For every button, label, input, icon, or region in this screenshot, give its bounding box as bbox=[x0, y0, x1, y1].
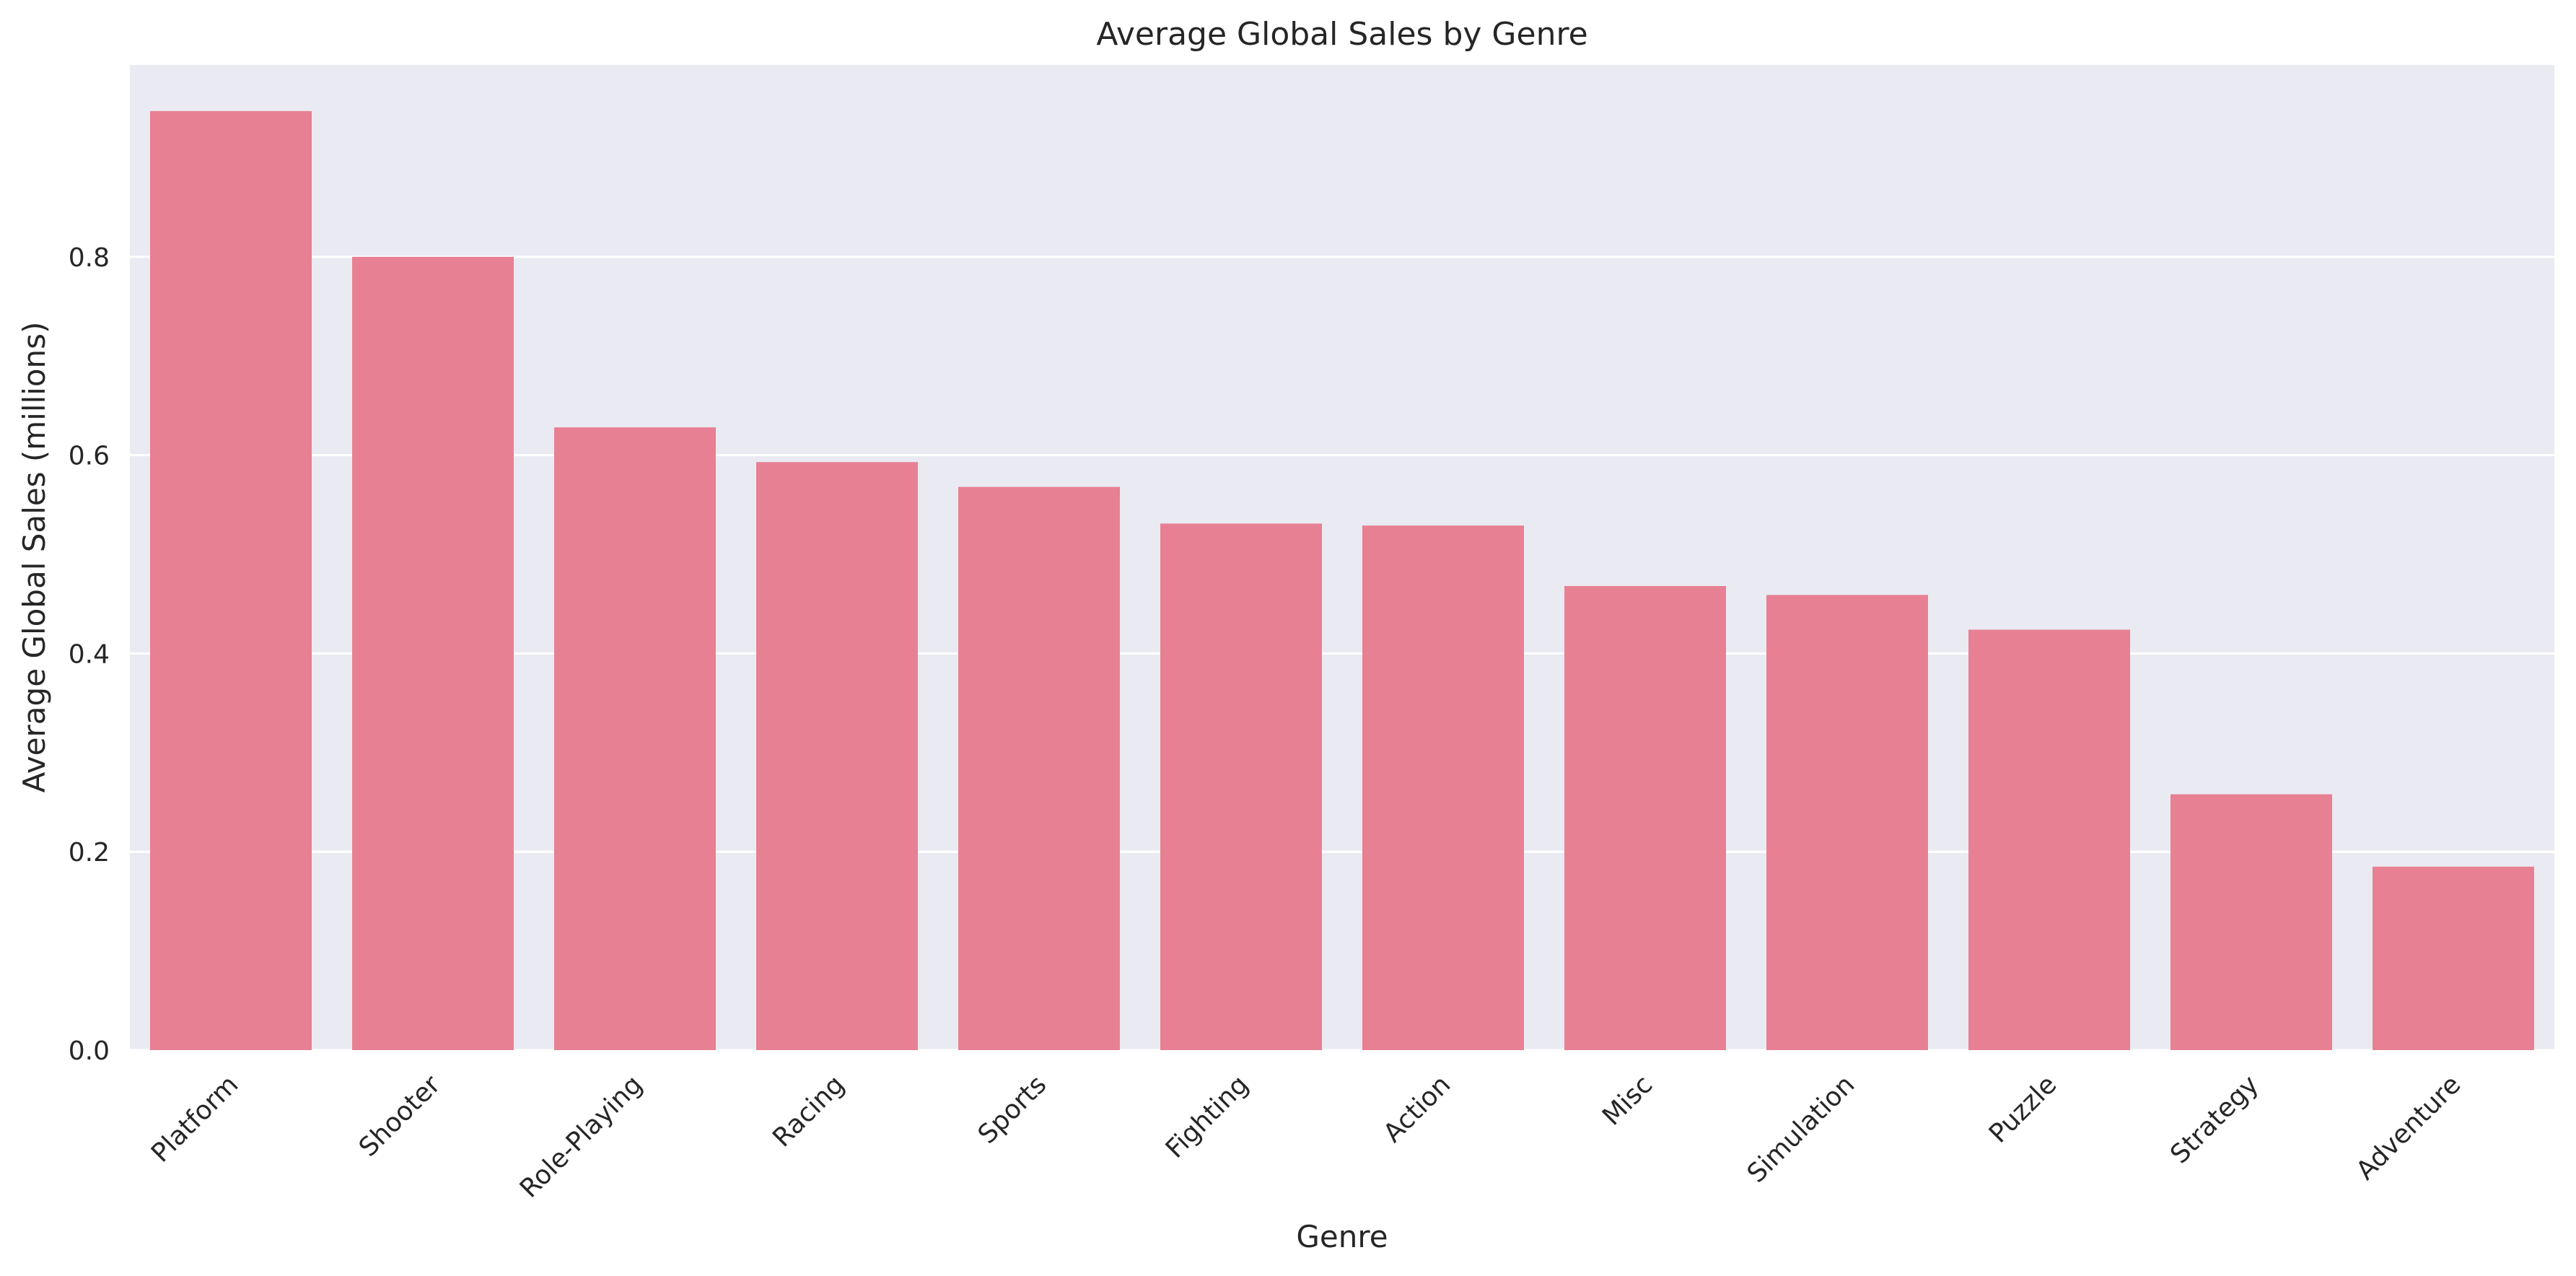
bars bbox=[150, 110, 2534, 1050]
x-tick-label: Adventure bbox=[2351, 1070, 2467, 1186]
bar-simulation bbox=[1766, 595, 1928, 1050]
x-tick-label: Strategy bbox=[2165, 1070, 2264, 1169]
x-axis-ticks: Platform Shooter Role-Playing Racing Sports F… bbox=[146, 1070, 2466, 1204]
bar-puzzle bbox=[1968, 629, 2130, 1050]
x-tick-label: Simulation bbox=[1742, 1070, 1861, 1189]
bar-fighting bbox=[1160, 523, 1322, 1050]
bar-sports bbox=[958, 486, 1120, 1050]
chart-title: Average Global Sales by Genre bbox=[1096, 16, 1587, 53]
x-tick-label: Puzzle bbox=[1984, 1070, 2062, 1148]
y-axis-ticks: 0.0 0.2 0.4 0.6 0.8 bbox=[69, 243, 110, 1066]
plot-area bbox=[130, 65, 2554, 1050]
y-tick-label: 0.8 bbox=[69, 243, 110, 273]
x-tick-label: Platform bbox=[146, 1070, 244, 1168]
y-axis-label: Average Global Sales (millions) bbox=[17, 322, 52, 793]
bar-platform bbox=[150, 110, 312, 1050]
bar-action bbox=[1362, 525, 1524, 1050]
x-tick-label: Misc bbox=[1597, 1070, 1658, 1131]
y-tick-label: 0.4 bbox=[69, 639, 110, 669]
x-tick-label: Fighting bbox=[1160, 1070, 1254, 1163]
x-tick-label: Shooter bbox=[354, 1070, 447, 1163]
x-tick-label: Racing bbox=[767, 1070, 850, 1153]
bar-shooter bbox=[352, 256, 514, 1050]
x-tick-label: Action bbox=[1378, 1070, 1457, 1148]
bar-adventure bbox=[2373, 866, 2534, 1050]
x-tick-label: Sports bbox=[973, 1070, 1053, 1150]
y-tick-label: 0.6 bbox=[69, 442, 110, 471]
y-tick-label: 0.0 bbox=[69, 1036, 110, 1066]
bar-strategy bbox=[2170, 794, 2332, 1050]
bar-role-playing bbox=[554, 427, 716, 1050]
x-axis-label: Genre bbox=[1296, 1219, 1388, 1254]
gridlines bbox=[130, 255, 2554, 1052]
y-tick-label: 0.2 bbox=[69, 838, 110, 868]
x-tick-label: Role-Playing bbox=[514, 1070, 648, 1203]
bar-misc bbox=[1564, 586, 1726, 1050]
bar-racing bbox=[756, 462, 918, 1050]
